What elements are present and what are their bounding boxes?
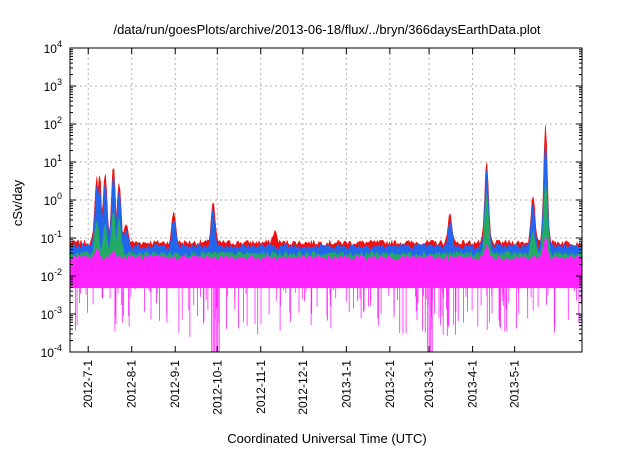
x-tick-label: 2013-5-1 bbox=[508, 360, 522, 408]
series-low-band-4 bbox=[70, 288, 582, 352]
x-tick-label: 2012-7-1 bbox=[81, 360, 95, 408]
y-tick-label: 104 bbox=[44, 39, 62, 56]
x-tick-label: 2013-1-1 bbox=[339, 360, 353, 408]
x-tick-label: 2012-12-1 bbox=[296, 360, 310, 415]
x-tick-label: 2012-9-1 bbox=[168, 360, 182, 408]
y-tick-label: 10-4 bbox=[41, 343, 62, 360]
x-axis-label: Coordinated Universal Time (UTC) bbox=[227, 431, 426, 446]
chart-title: /data/run/goesPlots/archive/2013-06-18/f… bbox=[113, 22, 540, 37]
y-tick-label: 10-2 bbox=[41, 267, 62, 284]
x-tick-label: 2012-8-1 bbox=[125, 360, 139, 408]
y-tick-label: 100 bbox=[44, 191, 62, 208]
x-tick-label: 2013-4-1 bbox=[466, 360, 480, 408]
grid bbox=[70, 48, 582, 352]
x-tick-label: 2013-2-1 bbox=[383, 360, 397, 408]
x-tick-label: 2012-10-1 bbox=[210, 360, 224, 415]
x-axis: 2012-7-1 2012-8-1 2012-9-1 2012-10-1 2012-11… bbox=[81, 48, 522, 415]
x-tick-label: 2013-3-1 bbox=[422, 360, 436, 408]
y-tick-label: 10-3 bbox=[41, 305, 62, 322]
y-tick-label: 10-1 bbox=[41, 229, 62, 246]
y-tick-label: 103 bbox=[44, 77, 62, 94]
y-axis-label: cSv/day bbox=[10, 179, 25, 226]
noise-floor-mask bbox=[70, 288, 582, 352]
y-tick-label: 101 bbox=[44, 153, 62, 170]
x-tick-label: 2012-11-1 bbox=[254, 360, 268, 414]
series-layer bbox=[69, 125, 583, 353]
y-tick-label: 102 bbox=[44, 115, 62, 132]
